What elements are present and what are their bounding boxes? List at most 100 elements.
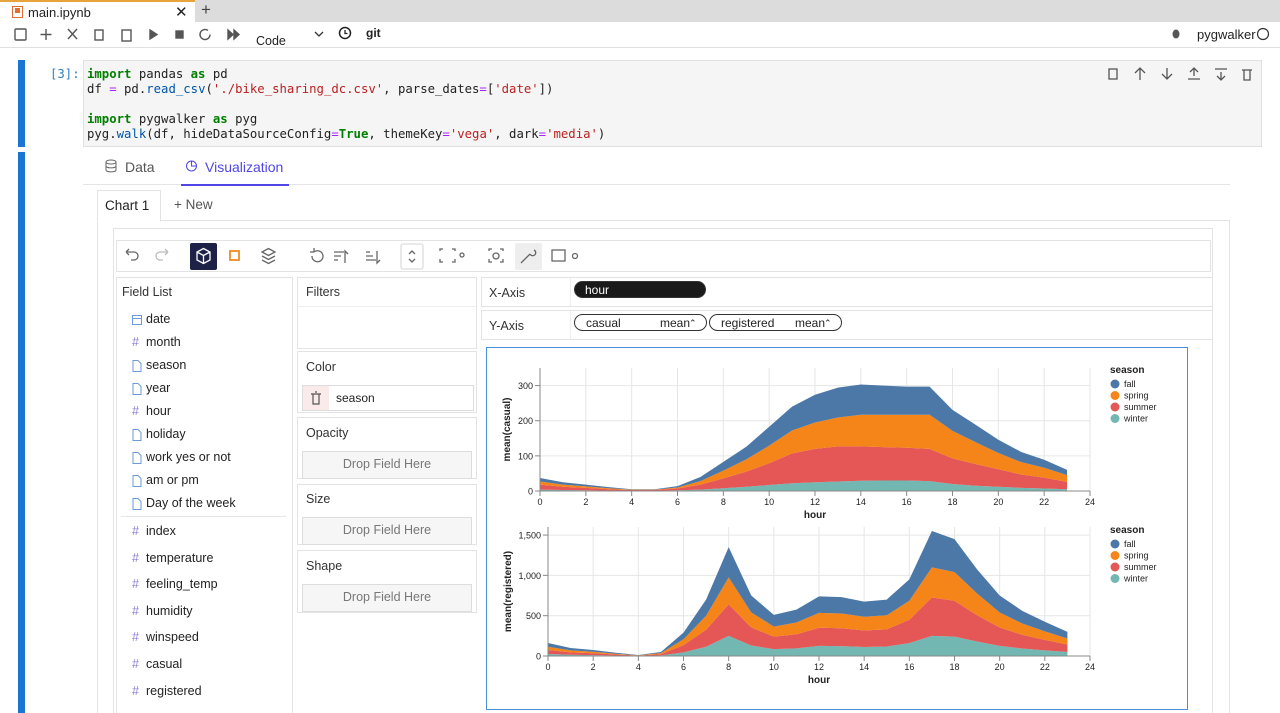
encoded-field[interactable]: season bbox=[302, 385, 474, 411]
tab-label: Visualization bbox=[205, 159, 284, 175]
refresh-icon[interactable] bbox=[310, 248, 324, 263]
move-up-icon[interactable] bbox=[1134, 67, 1146, 80]
image-icon[interactable] bbox=[551, 249, 566, 262]
sort-asc-icon[interactable] bbox=[334, 249, 349, 263]
save-icon[interactable] bbox=[14, 28, 27, 41]
field-name: temperature bbox=[146, 550, 214, 565]
field-item[interactable]: Day of the week bbox=[119, 496, 289, 514]
field-item[interactable]: am or pm bbox=[119, 473, 289, 491]
shelf-pill[interactable]: casual mean ⌃ bbox=[574, 314, 707, 331]
field-item[interactable]: work yes or not bbox=[119, 450, 289, 468]
field-icon bbox=[132, 498, 143, 513]
field-item[interactable]: # registered bbox=[119, 684, 289, 702]
code-editor[interactable]: import pandas as pd df = pd.read_csv('./b… bbox=[83, 60, 1262, 147]
aggregate-caret: ⌃ bbox=[689, 318, 697, 328]
cell-prompt: [3]: bbox=[50, 67, 80, 81]
dropdown-caret[interactable] bbox=[313, 29, 325, 39]
code-token: walk bbox=[116, 127, 147, 141]
chart-tab[interactable]: Chart 1 bbox=[97, 190, 161, 222]
x-tick-label: 8 bbox=[726, 662, 731, 672]
history-icon[interactable] bbox=[338, 26, 352, 40]
new-tab[interactable]: + bbox=[201, 0, 211, 19]
file-tab[interactable]: main.ipynb ✕ bbox=[0, 0, 195, 22]
field-name: Day of the week bbox=[146, 496, 236, 510]
field-item[interactable]: holiday bbox=[119, 427, 289, 445]
field-item[interactable]: year bbox=[119, 381, 289, 399]
cell-type[interactable]: Code bbox=[256, 34, 286, 48]
delete-icon[interactable] bbox=[1242, 69, 1252, 81]
area bbox=[540, 414, 1068, 490]
field-item[interactable]: # month bbox=[119, 335, 289, 353]
x-tick-label: 2 bbox=[583, 497, 588, 507]
close-tab[interactable]: ✕ bbox=[175, 4, 188, 21]
drop-zone[interactable]: Drop Field Here bbox=[302, 451, 472, 479]
code-token: ) bbox=[597, 127, 606, 141]
kernel-status bbox=[1256, 27, 1270, 41]
move-down-icon[interactable] bbox=[1161, 68, 1173, 80]
field-item[interactable]: season bbox=[119, 358, 289, 376]
drop-zone[interactable]: Drop Field Here bbox=[302, 517, 472, 545]
toolbar-icons bbox=[14, 28, 241, 42]
field-item[interactable]: # feeling_temp bbox=[119, 577, 289, 595]
field-item[interactable]: # temperature bbox=[119, 551, 289, 569]
field-item[interactable]: # winspeed bbox=[119, 630, 289, 648]
code-token: , parse_dates bbox=[383, 82, 480, 96]
layers-icon[interactable] bbox=[260, 247, 277, 265]
field-item[interactable]: # index bbox=[119, 524, 289, 542]
debug-icon[interactable] bbox=[1170, 27, 1182, 40]
new-chart-tab[interactable]: + New bbox=[174, 197, 213, 212]
field-name: feeling_temp bbox=[146, 577, 218, 592]
code-token: = bbox=[538, 127, 547, 141]
stack-icon[interactable] bbox=[229, 250, 240, 261]
code-token: [ bbox=[486, 82, 495, 96]
walker-tab[interactable]: Visualization bbox=[181, 158, 290, 186]
stop-icon[interactable] bbox=[175, 30, 184, 39]
field-name: casual bbox=[146, 657, 183, 671]
field-item[interactable]: date bbox=[119, 312, 289, 330]
field-item[interactable]: # casual bbox=[119, 657, 289, 675]
config-button[interactable] bbox=[515, 243, 542, 270]
aggregate[interactable]: mean bbox=[795, 316, 826, 330]
legend-title: season bbox=[1110, 525, 1144, 536]
code-token: df bbox=[87, 82, 110, 96]
code-token: (df, hideDataSourceConfig bbox=[146, 127, 332, 141]
sort-desc-icon[interactable] bbox=[366, 251, 381, 265]
git-label[interactable]: git bbox=[366, 26, 381, 40]
shelf-pill[interactable]: hour bbox=[574, 281, 706, 298]
field-name: casual bbox=[586, 316, 621, 330]
aggregate[interactable]: mean bbox=[660, 316, 691, 330]
insert-above-icon[interactable] bbox=[1188, 67, 1200, 80]
resize-button[interactable] bbox=[400, 243, 424, 270]
size-panel: Size Drop Field Here bbox=[297, 484, 477, 545]
run-icon[interactable] bbox=[149, 28, 159, 41]
x-tick-label: 14 bbox=[856, 497, 866, 507]
duplicate-icon[interactable] bbox=[1108, 68, 1118, 80]
x-axis-title: hour bbox=[808, 675, 830, 686]
tab-divider bbox=[83, 184, 1230, 185]
walker-tab[interactable]: Data bbox=[101, 158, 155, 184]
code-token: pyg. bbox=[87, 127, 117, 141]
field-icon: # bbox=[132, 335, 139, 349]
insert-below-icon[interactable] bbox=[1215, 68, 1227, 81]
y-tick-label: 100 bbox=[518, 451, 533, 461]
shelf-pill[interactable]: registered mean ⌃ bbox=[709, 314, 842, 331]
copy-icon[interactable] bbox=[94, 29, 104, 41]
restart-icon[interactable] bbox=[199, 28, 211, 41]
x-tick-label: 18 bbox=[947, 497, 957, 507]
run-all-icon[interactable] bbox=[227, 28, 241, 41]
redo-icon[interactable] bbox=[155, 248, 169, 261]
add-icon[interactable] bbox=[40, 29, 52, 40]
drop-zone[interactable]: Drop Field Here bbox=[302, 584, 472, 612]
fullscreen-icon[interactable] bbox=[439, 248, 456, 263]
field-item[interactable]: # humidity bbox=[119, 604, 289, 622]
undo-icon[interactable] bbox=[125, 248, 139, 261]
shelf-fields: hour bbox=[574, 281, 1174, 301]
paste-icon[interactable] bbox=[121, 29, 132, 42]
code-token: = bbox=[479, 82, 487, 96]
remove-field[interactable] bbox=[303, 386, 329, 410]
y-tick-label: 0 bbox=[528, 487, 533, 497]
y-tick-label: 200 bbox=[518, 416, 533, 426]
field-item[interactable]: # hour bbox=[119, 404, 289, 422]
cut-icon[interactable] bbox=[67, 28, 78, 40]
screenshot-icon[interactable] bbox=[488, 248, 504, 263]
